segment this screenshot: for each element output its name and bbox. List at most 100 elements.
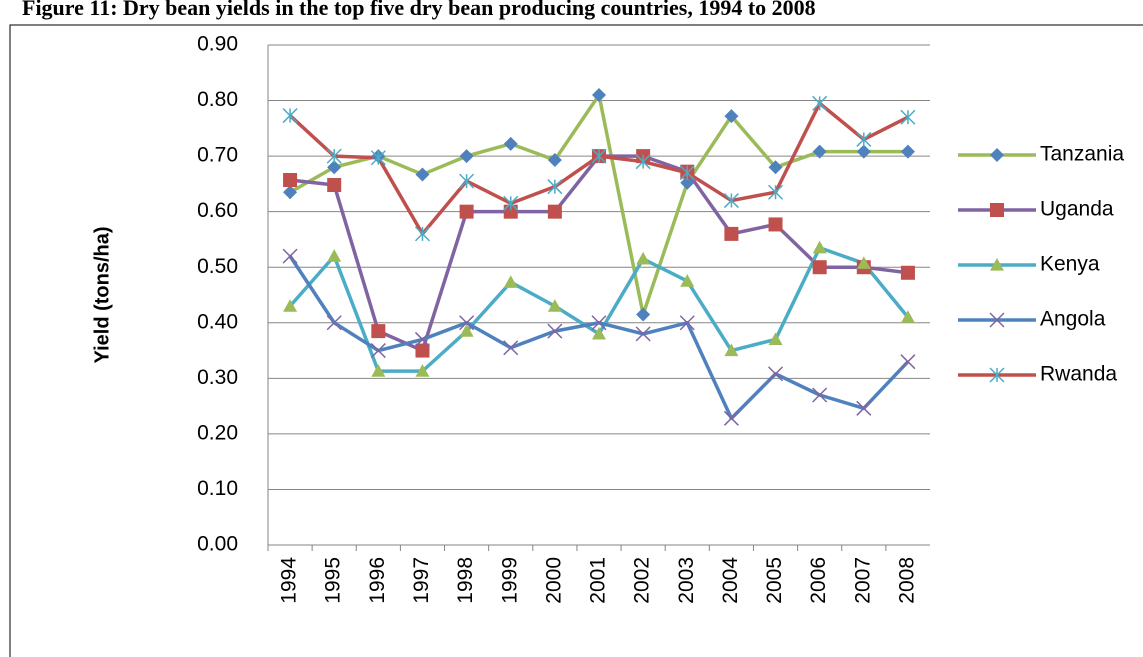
data-point (282, 108, 298, 124)
chart-frame (9, 24, 1143, 657)
data-point (900, 265, 915, 280)
data-point (547, 204, 562, 219)
x-tick-label: 2003 (675, 557, 698, 604)
data-point (812, 387, 828, 403)
data-point (680, 175, 695, 190)
data-point (592, 88, 606, 102)
x-tick-label: 2000 (542, 557, 565, 604)
data-point (327, 249, 342, 262)
data-point (459, 204, 474, 219)
data-point (459, 149, 474, 164)
legend-marker (989, 312, 1005, 328)
data-point (414, 226, 430, 242)
data-point (812, 144, 827, 159)
y-axis-label: Yield (tons/ha) (91, 226, 113, 363)
series-line (288, 101, 909, 236)
legend-label: Uganda (1040, 198, 1114, 221)
data-point (635, 326, 651, 342)
legend-label: Angola (1040, 308, 1106, 331)
data-point (503, 195, 519, 211)
data-point (680, 274, 695, 287)
y-tick-label: 0.80 (197, 88, 238, 111)
data-point (547, 323, 563, 339)
data-point (900, 109, 916, 125)
y-tick-label: 0.30 (197, 366, 238, 389)
data-point (856, 256, 871, 269)
data-point (370, 150, 386, 166)
y-tick-label: 0.70 (197, 144, 238, 167)
data-point (724, 109, 739, 124)
data-point (592, 326, 606, 340)
data-point (591, 148, 607, 164)
x-tick-label: 1995 (322, 557, 345, 604)
data-point (327, 160, 342, 175)
data-point (768, 184, 784, 200)
y-tick-label: 0.60 (197, 199, 238, 222)
data-point (724, 226, 739, 241)
data-point (636, 307, 651, 322)
x-tick-label: 2007 (851, 557, 874, 604)
data-point (503, 204, 518, 219)
data-point (547, 299, 562, 312)
y-tick-label: 0.00 (197, 533, 238, 556)
legend-marker (990, 203, 1004, 217)
legend-marker (990, 148, 1004, 162)
data-point (723, 193, 739, 209)
data-point (724, 343, 739, 357)
data-point (459, 324, 474, 337)
data-point (415, 343, 430, 358)
data-point (591, 315, 607, 331)
data-point (768, 366, 784, 382)
data-point (371, 324, 386, 339)
legend-label: Tanzania (1040, 143, 1124, 166)
legend-label: Rwanda (1040, 363, 1117, 386)
data-point (459, 173, 475, 189)
data-point (326, 315, 342, 331)
y-tick-label: 0.40 (197, 310, 238, 333)
data-point (900, 310, 915, 323)
data-point (282, 248, 298, 264)
series-line (289, 93, 908, 317)
x-tick-label: 2005 (763, 557, 786, 604)
x-tick-label: 1996 (366, 557, 389, 604)
data-point (768, 332, 783, 346)
data-point (503, 136, 518, 151)
data-point (635, 154, 651, 170)
x-tick-label: 2006 (807, 557, 830, 604)
data-point (547, 153, 562, 167)
y-tick-label: 0.90 (197, 33, 238, 56)
y-tick-label: 0.50 (197, 255, 238, 278)
data-point (547, 179, 563, 195)
legend-marker (989, 367, 1005, 383)
x-tick-label: 1999 (498, 557, 521, 604)
data-point (856, 400, 872, 416)
data-point (283, 299, 298, 312)
x-tick-label: 2001 (587, 557, 610, 604)
data-point (856, 131, 872, 147)
data-point (459, 315, 475, 331)
legend-label: Kenya (1040, 253, 1100, 276)
data-point (415, 364, 430, 377)
data-point (679, 165, 695, 181)
data-point (812, 260, 827, 275)
data-point (723, 410, 739, 426)
data-point (283, 185, 298, 200)
x-tick-label: 1997 (410, 557, 433, 604)
data-point (900, 144, 915, 159)
x-tick-label: 2002 (631, 557, 654, 604)
data-point (283, 173, 298, 187)
x-tick-label: 1994 (278, 557, 301, 604)
x-tick-label: 1998 (454, 557, 477, 604)
y-tick-label: 0.10 (197, 477, 238, 500)
data-point (636, 251, 651, 265)
data-point (503, 340, 519, 356)
x-tick-label: 2008 (895, 557, 918, 604)
legend-marker (990, 258, 1004, 271)
y-tick-label: 0.20 (197, 421, 238, 444)
data-point (900, 354, 916, 370)
data-point (414, 331, 430, 347)
data-point (415, 167, 430, 182)
data-point (768, 217, 783, 232)
